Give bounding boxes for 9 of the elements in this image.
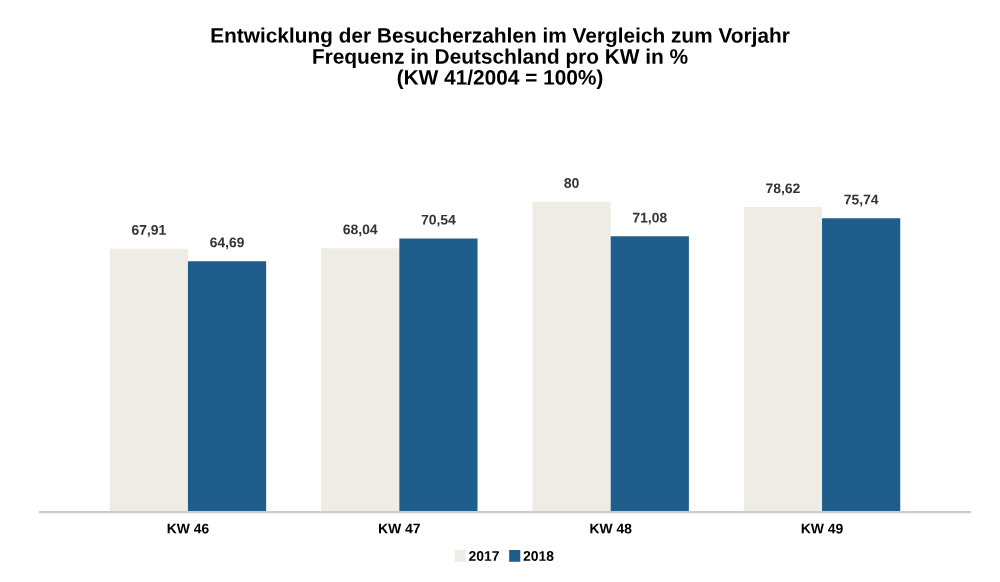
- bar: [321, 248, 400, 513]
- bar: [532, 201, 611, 513]
- bar: [743, 207, 823, 513]
- bar: [399, 238, 478, 513]
- bar: [822, 218, 901, 513]
- chart-title: Entwicklung der Besucherzahlen im Vergleich zum Vorjahr Frequenz in Deutschland pro KW in % (KW 41/2004 = 100%): [211, 27, 790, 89]
- bar: [610, 236, 689, 513]
- bar: [109, 248, 188, 513]
- bar: [187, 261, 267, 513]
